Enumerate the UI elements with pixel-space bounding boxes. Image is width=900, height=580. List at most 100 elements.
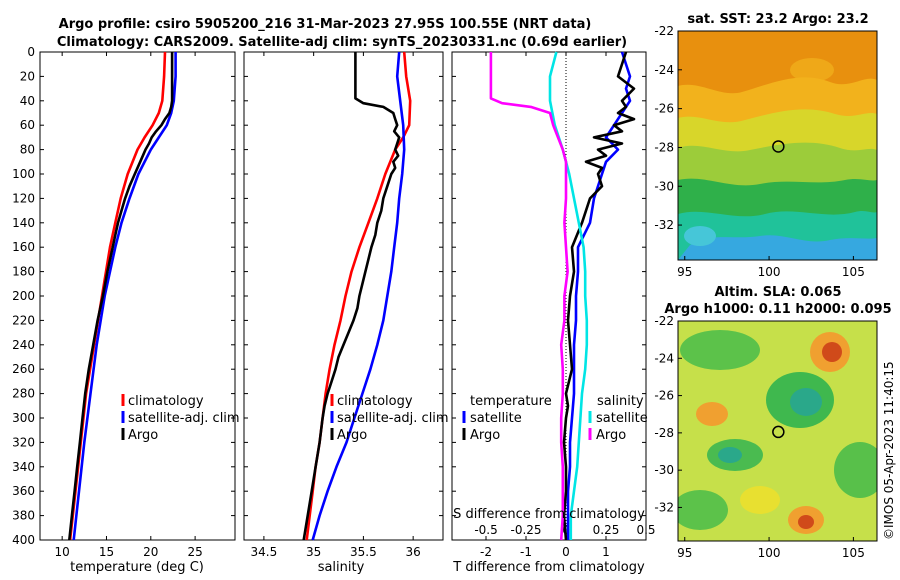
- sla-blob-green-4: [834, 442, 877, 498]
- legend-label-satellite-clim: satellite-adj. clim: [337, 411, 449, 426]
- lat-tick-label: -30: [654, 463, 674, 477]
- legend-label-s-satellite: satellite: [596, 411, 648, 426]
- depth-tick-label: 80: [20, 143, 35, 157]
- temperature-depth-ticks: 0 20 40 60 80 100 120 140 160 180 200 220 240 260 280 3…: [12, 45, 235, 547]
- lat-tick-label: -24: [654, 351, 674, 365]
- difference-s-axis-label: S difference from climatology: [453, 507, 645, 522]
- legend-label-climatology: climatology: [337, 394, 413, 409]
- s-tick-label: 0.5: [636, 523, 655, 537]
- x-tick-label: 35.5: [350, 545, 377, 559]
- depth-tick-label: 280: [12, 387, 35, 401]
- depth-tick-label: 120: [12, 191, 35, 205]
- sla-map-panel: Altim. SLA: 0.065 Argo h1000: 0.11 h2000…: [654, 285, 891, 560]
- legend-label-t-argo: Argo: [470, 428, 500, 443]
- salinity-x-ticks: 34.5 35 35.5 36: [251, 52, 421, 559]
- x-tick-label: 10: [55, 545, 70, 559]
- sla-blob-red-1: [822, 342, 842, 362]
- lat-tick-label: -28: [654, 140, 674, 154]
- lat-tick-label: -26: [654, 102, 674, 116]
- sst-map-panel: sat. SST: 23.2 Argo: 23.2 95 100 105 -22 -2…: [654, 12, 878, 279]
- temperature-axes-frame: [39, 51, 236, 541]
- series-line-satellite-adj-clim: [311, 51, 406, 541]
- series-line-s-argo: [489, 52, 569, 541]
- sst-lon-ticks: 95 100 105: [677, 256, 865, 279]
- salinity-lines: [302, 51, 412, 541]
- sla-blob-green-1: [680, 330, 760, 370]
- sla-map-title-line-1: Altim. SLA: 0.065: [715, 285, 842, 300]
- sla-lat-ticks: -22 -24 -26 -28 -30 -32: [654, 314, 682, 514]
- x-tick-label: 35: [306, 545, 321, 559]
- difference-depth-ticks: [452, 51, 646, 541]
- sla-blob-teal-2: [718, 447, 742, 463]
- salinity-legend: climatology satellite-adj. clim Argo: [330, 394, 449, 443]
- s-tick-label: -0.25: [511, 523, 542, 537]
- sst-band-cyan: [678, 235, 877, 260]
- temperature-lines: [68, 51, 177, 541]
- depth-tick-label: 400: [12, 533, 35, 547]
- sla-blob-red-2: [798, 515, 814, 529]
- temperature-x-label: temperature (deg C): [70, 560, 204, 575]
- temperature-panel: 0 20 40 60 80 100 120 140 160 180 200 220 240 260 280 3…: [12, 45, 240, 575]
- depth-tick-label: 300: [12, 411, 35, 425]
- depth-tick-label: 360: [12, 484, 35, 498]
- x-tick-label: 36: [406, 545, 421, 559]
- s-tick-label: 0.25: [593, 523, 620, 537]
- difference-lines: [489, 51, 636, 541]
- depth-tick-label: 320: [12, 435, 35, 449]
- legend-label-climatology: climatology: [128, 394, 204, 409]
- sst-patch-cool: [684, 226, 716, 246]
- difference-t-axis-label: T difference from climatology: [452, 560, 645, 575]
- depth-tick-label: 160: [12, 240, 35, 254]
- sla-argo-location-marker: [772, 425, 785, 439]
- depth-tick-label: 20: [20, 69, 35, 83]
- sst-map-title: sat. SST: 23.2 Argo: 23.2: [687, 12, 868, 27]
- lat-tick-label: -32: [654, 500, 674, 514]
- series-line-satellite-adj-clim: [72, 52, 177, 541]
- lon-tick-label: 95: [677, 546, 692, 560]
- series-line-argo: [68, 52, 174, 541]
- lon-tick-label: 100: [758, 546, 781, 560]
- depth-tick-label: 100: [12, 167, 35, 181]
- x-tick-label: 1: [602, 545, 610, 559]
- series-line-t-argo: [562, 51, 636, 541]
- legend-label-s-argo: Argo: [596, 428, 626, 443]
- legend-label-argo: Argo: [128, 428, 158, 443]
- x-tick-label: 0: [562, 545, 570, 559]
- depth-tick-label: 140: [12, 216, 35, 230]
- sla-blob-orange-2: [696, 402, 728, 426]
- temperature-x-ticks: 10 15 20 25: [55, 52, 203, 559]
- depth-tick-label: 60: [20, 118, 35, 132]
- sla-map-title-line-2: Argo h1000: 0.11 h2000: 0.095: [664, 302, 891, 317]
- depth-tick-label: 200: [12, 289, 35, 303]
- lon-tick-label: 105: [842, 265, 865, 279]
- lat-tick-label: -24: [654, 63, 674, 77]
- x-tick-label: -1: [520, 545, 532, 559]
- lat-tick-label: -22: [654, 314, 674, 328]
- x-tick-label: -2: [480, 545, 492, 559]
- depth-tick-label: 240: [12, 338, 35, 352]
- lat-tick-label: -22: [654, 24, 674, 38]
- depth-tick-label: 260: [12, 362, 35, 376]
- lat-tick-label: -28: [654, 426, 674, 440]
- salinity-x-label: salinity: [318, 560, 365, 575]
- legend-title-salinity: salinity: [597, 394, 644, 409]
- legend-title-temperature: temperature: [470, 394, 552, 409]
- lat-tick-label: -26: [654, 389, 674, 403]
- salinity-axes-frame: [243, 51, 444, 541]
- figure-title-line-1: Argo profile: csiro 5905200_216 31-Mar-2…: [59, 17, 592, 32]
- sla-blob-green-5: [678, 490, 728, 530]
- x-tick-label: 20: [143, 545, 158, 559]
- temperature-legend: climatology satellite-adj. clim Argo: [121, 394, 240, 443]
- sla-map-frame: [677, 320, 878, 542]
- x-tick-label: 34.5: [251, 545, 278, 559]
- sla-blob-teal-1: [790, 388, 822, 416]
- difference-legend: temperature satellite Argo salinity sate…: [462, 394, 648, 443]
- sla-lon-ticks: 95 100 105: [677, 537, 865, 560]
- legend-label-t-satellite: satellite: [470, 411, 522, 426]
- x-tick-label: 25: [187, 545, 202, 559]
- series-line-t-satellite: [566, 51, 632, 540]
- sst-heatmap-field: [678, 31, 877, 260]
- sst-patch-warm: [790, 58, 834, 82]
